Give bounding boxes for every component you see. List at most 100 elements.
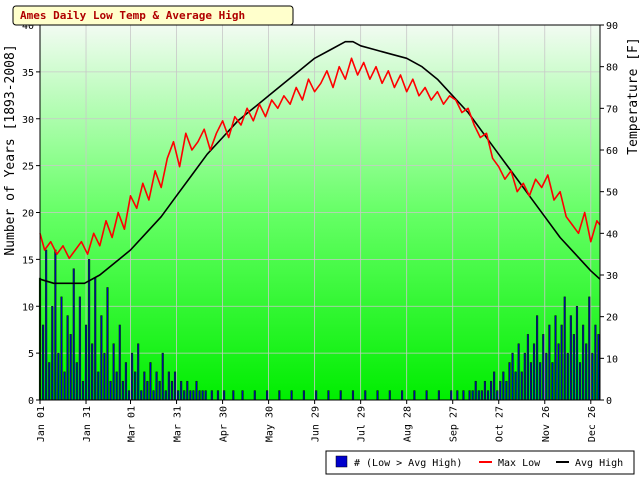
bar	[54, 249, 57, 401]
bar	[486, 390, 490, 401]
bar	[75, 362, 78, 401]
bar	[450, 390, 453, 401]
bar	[103, 352, 106, 401]
right-tick-label: 10	[606, 354, 618, 365]
bar	[542, 334, 545, 401]
bar	[554, 315, 557, 401]
bar	[121, 380, 124, 401]
bar	[210, 390, 213, 401]
bar	[588, 296, 591, 401]
bar	[232, 390, 235, 401]
bar	[109, 380, 112, 401]
bar	[66, 315, 69, 401]
bar	[115, 371, 118, 401]
bar	[158, 380, 161, 401]
line-series	[39, 40, 601, 285]
right-tick-label: 80	[606, 63, 618, 74]
bar	[327, 390, 330, 401]
x-tick-label: Aug 28	[403, 406, 414, 442]
right-tick-label: 40	[606, 229, 618, 240]
x-tick-label: Jan 31	[82, 406, 93, 442]
right-tick-label: 70	[606, 104, 618, 115]
bar	[517, 343, 520, 401]
left-tick-label: 35	[22, 68, 34, 79]
bar	[266, 390, 269, 401]
bar	[539, 362, 542, 401]
x-tick-label: May 30	[265, 406, 276, 442]
left-axis-ticks: 0 5 10 15 20 25 30 35 40	[22, 21, 40, 407]
bar	[529, 362, 533, 401]
x-tick-label: Apr 30	[219, 406, 230, 442]
bar	[204, 390, 207, 401]
bar	[468, 390, 471, 401]
bar	[164, 390, 167, 401]
bar	[51, 305, 54, 401]
bar	[302, 390, 305, 401]
bar	[474, 380, 477, 401]
right-tick-label: 50	[606, 188, 618, 199]
bar	[118, 324, 121, 401]
bar	[94, 277, 97, 401]
bar	[364, 390, 367, 401]
bar	[532, 343, 536, 401]
bar	[72, 268, 75, 401]
bar	[177, 390, 180, 401]
bar	[167, 371, 170, 401]
left-axis-title: Number of Years [1893-2008]	[3, 44, 18, 255]
x-tick-label: Jan 01	[36, 406, 47, 442]
chart-title: Ames Daily Low Temp & Average High	[20, 9, 245, 22]
left-tick-label: 25	[22, 162, 34, 173]
left-tick-label: 10	[22, 302, 34, 313]
bar	[523, 352, 526, 401]
legend-swatch-bars	[335, 455, 348, 468]
right-axis-title: Temperature [F]	[626, 37, 640, 154]
bar	[97, 371, 100, 401]
bar	[425, 390, 428, 401]
right-tick-label: 90	[606, 21, 618, 32]
bar	[134, 371, 137, 401]
bar	[572, 334, 575, 401]
right-tick-label: 20	[606, 313, 618, 324]
bar	[81, 380, 85, 401]
left-tick-label: 0	[28, 396, 34, 407]
bar	[401, 390, 404, 401]
bar	[597, 334, 600, 401]
right-tick-label: 60	[606, 146, 618, 157]
bar	[189, 390, 192, 401]
x-tick-label: Jul 29	[357, 406, 368, 442]
bar	[137, 343, 140, 401]
bar	[585, 343, 588, 401]
bar	[508, 362, 511, 401]
bar	[477, 390, 480, 401]
bar	[566, 352, 569, 401]
bar	[536, 315, 539, 401]
bar	[582, 324, 585, 401]
bar	[514, 371, 517, 401]
bar	[149, 362, 152, 401]
bar	[60, 296, 63, 401]
grid	[40, 25, 600, 400]
bar	[351, 390, 355, 401]
bar	[502, 371, 505, 401]
bar	[223, 390, 226, 401]
bar-series	[38, 249, 600, 401]
right-axis-ticks: 0 10 20 30 40 50 60 70 80 90	[600, 21, 618, 407]
bar	[462, 390, 465, 401]
x-tick-label: Nov 26	[541, 406, 552, 442]
bar	[578, 362, 582, 401]
bar	[569, 315, 572, 401]
bar	[437, 390, 440, 401]
bar	[545, 352, 548, 401]
x-tick-label: Mar 01	[127, 406, 138, 442]
bar	[63, 371, 66, 401]
right-tick-label: 30	[606, 271, 618, 282]
bar	[173, 371, 177, 401]
bar	[201, 390, 204, 401]
x-tick-label: Mar 31	[173, 406, 184, 442]
bar	[520, 371, 523, 401]
bar	[112, 343, 115, 401]
bar	[376, 390, 379, 401]
bar	[146, 380, 149, 401]
